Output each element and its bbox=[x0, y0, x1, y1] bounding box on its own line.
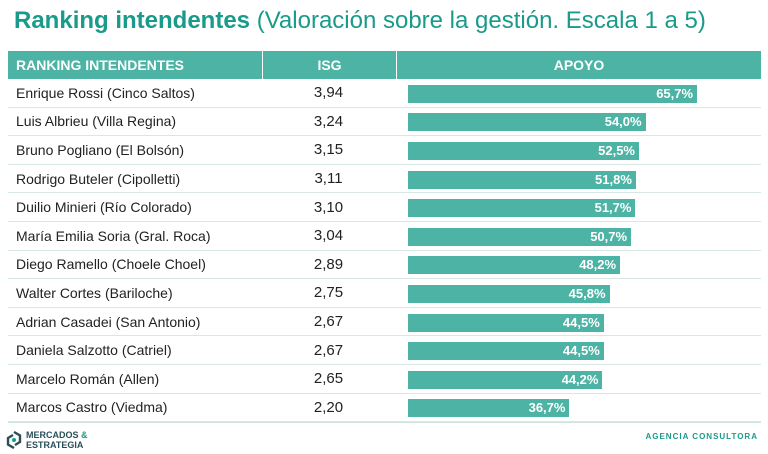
apoyo-bar: 65,7% bbox=[408, 84, 698, 103]
apoyo-label: 44,5% bbox=[562, 343, 600, 359]
intendente-name: Daniela Salzotto (Catriel) bbox=[16, 342, 172, 359]
apoyo-bar: 48,2% bbox=[408, 256, 621, 275]
apoyo-cell: 52,5% bbox=[395, 136, 761, 164]
table-row: Rodrigo Buteler (Cipolletti) 3,11 51,8% bbox=[8, 165, 761, 194]
apoyo-cell: 44,5% bbox=[395, 308, 761, 336]
apoyo-cell: 48,2% bbox=[395, 250, 761, 278]
isg-value: 2,67 bbox=[313, 313, 344, 331]
header-isg: ISG bbox=[262, 51, 396, 79]
table-row: Duilio Minieri (Río Colorado) 3,10 51,7% bbox=[8, 193, 761, 222]
header-apoyo: APOYO bbox=[396, 51, 761, 79]
apoyo-label: 44,2% bbox=[561, 371, 599, 387]
apoyo-cell: 54,0% bbox=[395, 107, 761, 135]
apoyo-cell: 51,7% bbox=[395, 193, 761, 221]
logo-text: MERCADOS & ESTRATEGIA bbox=[26, 430, 88, 450]
apoyo-bar: 44,5% bbox=[408, 342, 604, 361]
logo-line2: ESTRATEGIA bbox=[26, 440, 84, 450]
isg-value: 3,10 bbox=[313, 198, 344, 216]
intendente-name: Adrian Casadei (San Antonio) bbox=[16, 313, 201, 330]
apoyo-bar: 44,5% bbox=[408, 313, 604, 332]
ranking-table: RANKING INTENDENTES ISG APOYO Enrique Ro… bbox=[8, 51, 761, 423]
apoyo-bar: 50,7% bbox=[408, 227, 632, 246]
intendente-name: Diego Ramello (Choele Choel) bbox=[16, 256, 206, 273]
title-main: Ranking intendentes bbox=[14, 7, 251, 34]
isg-value: 3,24 bbox=[313, 112, 344, 130]
isg-value: 3,94 bbox=[313, 84, 344, 102]
apoyo-cell: 44,2% bbox=[395, 365, 761, 393]
apoyo-label: 45,8% bbox=[568, 285, 606, 301]
table-header: RANKING INTENDENTES ISG APOYO bbox=[8, 51, 761, 79]
intendente-name: María Emilia Soria (Gral. Roca) bbox=[16, 227, 211, 244]
logo-amp: & bbox=[81, 430, 88, 440]
isg-value: 3,11 bbox=[314, 170, 343, 188]
page-title: Ranking intendentes (Valoración sobre la… bbox=[14, 6, 706, 36]
intendente-name: Duilio Minieri (Río Colorado) bbox=[16, 199, 192, 216]
table-row: Daniela Salzotto (Catriel) 2,67 44,5% bbox=[8, 336, 761, 365]
apoyo-label: 36,7% bbox=[528, 400, 566, 416]
logo-mark-icon bbox=[6, 431, 22, 449]
table-row: Enrique Rossi (Cinco Saltos) 3,94 65,7% bbox=[8, 79, 761, 108]
intendente-name: Rodrigo Buteler (Cipolletti) bbox=[16, 170, 181, 187]
apoyo-cell: 51,8% bbox=[395, 165, 761, 193]
isg-value: 2,67 bbox=[313, 341, 344, 359]
table-row: Adrian Casadei (San Antonio) 2,67 44,5% bbox=[8, 308, 761, 337]
apoyo-label: 44,5% bbox=[562, 314, 600, 330]
isg-value: 2,75 bbox=[313, 284, 344, 302]
title-subtitle: (Valoración sobre la gestión. Escala 1 a… bbox=[250, 7, 706, 34]
table-row: María Emilia Soria (Gral. Roca) 3,04 50,7% bbox=[8, 222, 761, 251]
apoyo-label: 52,5% bbox=[598, 142, 635, 158]
table-body: Enrique Rossi (Cinco Saltos) 3,94 65,7% Lui… bbox=[8, 79, 761, 423]
apoyo-bar: 51,7% bbox=[408, 199, 636, 218]
apoyo-bar: 52,5% bbox=[408, 141, 639, 160]
intendente-name: Walter Cortes (Bariloche) bbox=[16, 284, 173, 301]
apoyo-bar: 51,8% bbox=[408, 170, 636, 189]
table-row: Bruno Pogliano (El Bolsón) 3,15 52,5% bbox=[8, 136, 761, 165]
apoyo-cell: 45,8% bbox=[395, 279, 761, 307]
apoyo-bar: 45,8% bbox=[408, 284, 610, 303]
brand-logo: MERCADOS & ESTRATEGIA bbox=[6, 430, 88, 450]
isg-value: 3,15 bbox=[313, 141, 344, 159]
logo-line1: MERCADOS bbox=[26, 430, 79, 440]
intendente-name: Luis Albrieu (Villa Regina) bbox=[16, 113, 177, 130]
isg-value: 2,65 bbox=[313, 370, 344, 388]
apoyo-bar: 54,0% bbox=[408, 113, 646, 132]
isg-value: 3,04 bbox=[313, 227, 344, 245]
apoyo-cell: 50,7% bbox=[395, 222, 761, 250]
apoyo-label: 65,7% bbox=[656, 85, 694, 101]
table-row: Luis Albrieu (Villa Regina) 3,24 54,0% bbox=[8, 108, 761, 137]
apoyo-cell: 36,7% bbox=[395, 393, 761, 421]
intendente-name: Marcos Castro (Viedma) bbox=[16, 399, 168, 416]
isg-value: 2,20 bbox=[313, 398, 344, 416]
intendente-name: Enrique Rossi (Cinco Saltos) bbox=[16, 84, 195, 101]
apoyo-label: 54,0% bbox=[604, 114, 642, 130]
agency-label: AGENCIA CONSULTORA bbox=[645, 432, 758, 441]
table-row: Diego Ramello (Choele Choel) 2,89 48,2% bbox=[8, 251, 761, 280]
isg-value: 2,89 bbox=[313, 255, 344, 273]
footer-divider bbox=[8, 422, 761, 423]
apoyo-label: 48,2% bbox=[579, 257, 617, 273]
apoyo-label: 51,8% bbox=[595, 171, 632, 187]
intendente-name: Bruno Pogliano (El Bolsón) bbox=[16, 141, 185, 158]
table-row: Walter Cortes (Bariloche) 2,75 45,8% bbox=[8, 279, 761, 308]
apoyo-bar: 44,2% bbox=[408, 370, 603, 389]
apoyo-cell: 65,7% bbox=[395, 79, 761, 107]
apoyo-label: 51,7% bbox=[594, 200, 632, 216]
table-row: Marcos Castro (Viedma) 2,20 36,7% bbox=[8, 394, 761, 423]
intendente-name: Marcelo Román (Allen) bbox=[16, 370, 160, 387]
apoyo-label: 50,7% bbox=[590, 228, 628, 244]
apoyo-bar: 36,7% bbox=[408, 399, 570, 418]
header-ranking: RANKING INTENDENTES bbox=[16, 57, 185, 73]
apoyo-cell: 44,5% bbox=[395, 336, 761, 364]
table-row: Marcelo Román (Allen) 2,65 44,2% bbox=[8, 365, 761, 394]
